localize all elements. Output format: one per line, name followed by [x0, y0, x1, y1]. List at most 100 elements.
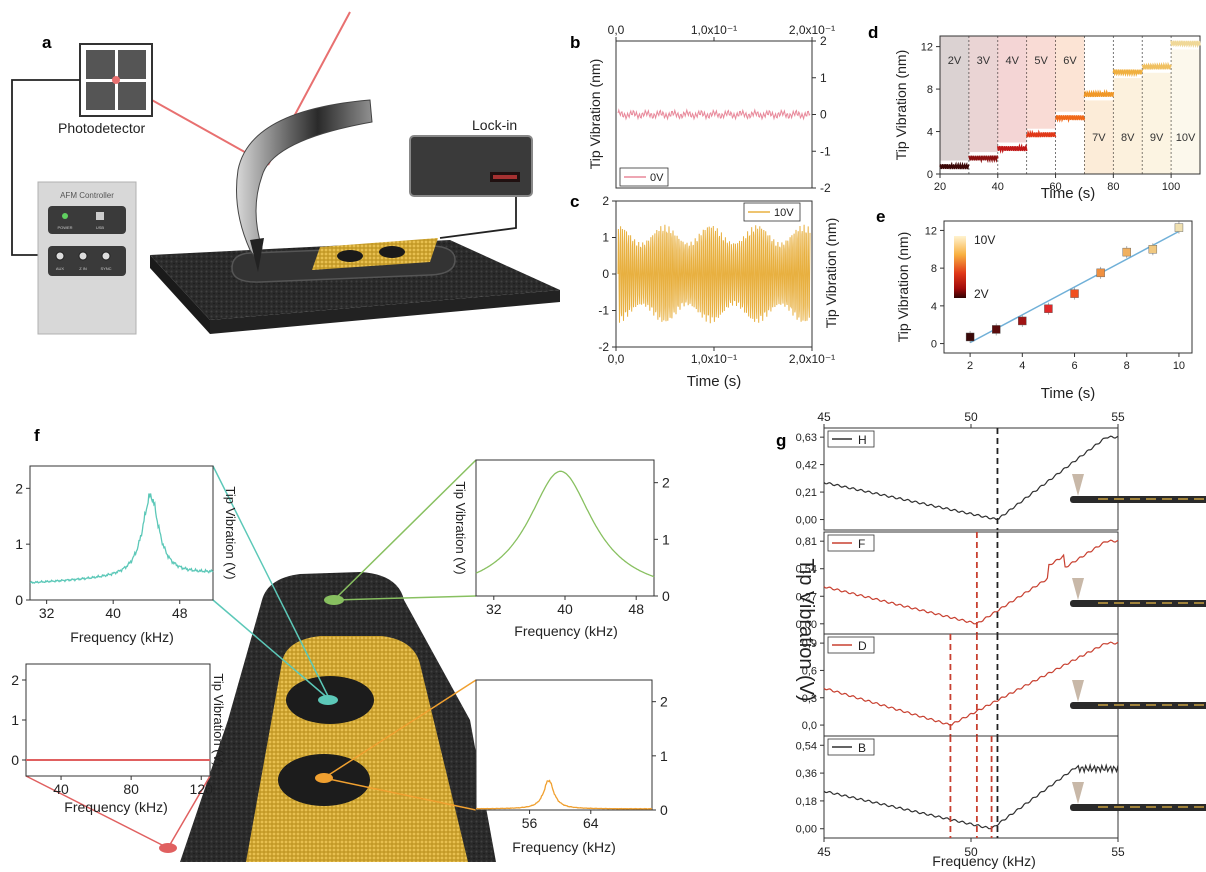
- connector-orange-a: [323, 679, 477, 779]
- panel-letter-b: b: [570, 33, 580, 52]
- x-tick-label: 56: [522, 815, 538, 831]
- x-tick-label: 120: [190, 781, 214, 797]
- data-point: [1096, 268, 1105, 278]
- voltage-step-line: [939, 161, 970, 170]
- f2-resonance-line: [475, 470, 655, 578]
- y-tick-label: 1: [15, 536, 23, 552]
- legend-10v-label: 10V: [774, 207, 794, 219]
- legend-label: B: [858, 741, 866, 755]
- x-tick-label: 40: [557, 601, 573, 617]
- panel-letter-f: f: [34, 426, 40, 445]
- panel-g: g 45 50 55 0,630,420,210,00H0,810,540,270,…: [776, 410, 1206, 869]
- panel-b: b 0,0 1,0x10⁻¹ 2,0x10⁻¹ 2 1 0 -1 -2 Tip Vibrat…: [570, 23, 835, 195]
- voltage-label: 9V: [1150, 132, 1164, 144]
- x-tick-label: 32: [39, 605, 55, 621]
- y-tick-label: 0: [927, 169, 933, 181]
- photodetector: [79, 43, 153, 117]
- x-tick-label: 64: [583, 815, 599, 831]
- x-tick-label: 2: [967, 360, 973, 372]
- voltage-label: 2V: [948, 55, 962, 67]
- voltage-band: [1084, 100, 1114, 174]
- y-tick-label: 0,00: [796, 515, 817, 527]
- connector-cyan-a: [212, 465, 331, 701]
- y-tick-label: -1: [598, 304, 609, 318]
- panel-e-xlabel: Time (s): [1041, 385, 1095, 402]
- voltage-band: [968, 36, 998, 153]
- panel-f1-xlabel: Frequency (kHz): [70, 629, 173, 645]
- x-tick-label: 40: [992, 181, 1004, 193]
- y-tick-label: -2: [820, 181, 831, 195]
- x-tick-label: 45: [817, 845, 831, 859]
- x-tick-label: 60: [1049, 181, 1061, 193]
- panel-f3-xlabel: Frequency (kHz): [64, 799, 167, 815]
- photodetector-label: Photodetector: [58, 120, 146, 136]
- x-tick-label: 80: [1107, 181, 1119, 193]
- f4-resonance-line: [476, 779, 653, 810]
- voltage-band: [1055, 36, 1085, 112]
- cantilever-tip-icon: [1072, 578, 1084, 600]
- x-tick-label: 2,0x10⁻¹: [789, 352, 835, 366]
- x-tick-label: 1,0x10⁻¹: [691, 23, 737, 37]
- lockin-label: Lock-in: [472, 117, 517, 133]
- legend-label: D: [858, 639, 867, 653]
- voltage-step-line: [968, 155, 999, 164]
- panel-c-ylabel: Tip Vibration (nm): [823, 218, 839, 328]
- panel-c: c 0,0 1,0x10⁻¹ 2,0x10⁻¹ 2 1 0 -1 -2 Tip Vibrat…: [570, 192, 839, 390]
- panel-d-ylabel: Tip Vibration (nm): [893, 50, 909, 160]
- data-point: [1070, 289, 1079, 298]
- colorbar-max-label: 10V: [974, 233, 995, 247]
- subplot-d: 0,9 0,6 0,3 0,0 D: [802, 633, 1206, 737]
- x-tick-label: 4: [1019, 360, 1025, 372]
- data-point: [1122, 247, 1131, 257]
- x-tick-label: 80: [123, 781, 139, 797]
- afm-controller: AFM Controller POWER USB AUX Z IN SYNC: [37, 181, 137, 335]
- usb-label: USB: [96, 225, 105, 230]
- y-tick-label: 12: [925, 225, 937, 237]
- y-tick-label: 1: [662, 531, 670, 547]
- legend-10v: 10V: [743, 202, 801, 222]
- usb-port-icon: [96, 212, 104, 220]
- panel-c-xlabel: Time (s): [687, 373, 741, 390]
- afm-tip: [250, 238, 264, 272]
- y-tick-label: 1: [660, 748, 668, 764]
- panel-f: f 32 40 48 0 1 2 Tip Vibration (V) Frequency …: [11, 426, 670, 862]
- cantilever-tip-icon: [1072, 474, 1084, 496]
- panel-letter-e: e: [876, 207, 885, 226]
- y-tick-label: 0,3: [802, 693, 817, 705]
- connector-green-a: [333, 459, 477, 601]
- data-point: [992, 325, 1001, 334]
- x-tick-label: 0,0: [608, 23, 625, 37]
- panel-f3-frame: [25, 663, 211, 777]
- panel-d-frame: [939, 35, 1201, 175]
- lockin-amplifier: [409, 135, 533, 197]
- data-point: [1174, 223, 1184, 232]
- panel-f1-ylabel: Tip Vibration (V): [223, 486, 238, 579]
- y-tick-label: 0: [662, 588, 670, 604]
- panel-letter-d: d: [868, 23, 878, 42]
- y-tick-label: -2: [598, 340, 609, 354]
- y-tick-label: 4: [931, 301, 937, 313]
- panel-letter-a: a: [42, 33, 52, 52]
- y-tick-label: 0,27: [796, 591, 817, 603]
- voltage-step-line: [1025, 129, 1057, 138]
- legend-label: H: [858, 433, 867, 447]
- panel-letter-g: g: [776, 431, 786, 450]
- voltage-step-line: [1083, 89, 1115, 98]
- power-led-icon: [62, 213, 68, 219]
- x-tick-label: 100: [1162, 181, 1180, 193]
- afm-sample-chip: [150, 238, 560, 334]
- voltage-label: 7V: [1092, 132, 1106, 144]
- y-tick-label: 1: [11, 712, 19, 728]
- subplot-frame: [823, 427, 1119, 531]
- y-tick-label: 0,21: [796, 487, 817, 499]
- y-tick-label: 0,63: [796, 432, 817, 444]
- voltage-label: 4V: [1005, 55, 1019, 67]
- data-point: [1044, 304, 1053, 313]
- connector-orange-b: [323, 777, 477, 811]
- x-tick-label: 1,0x10⁻¹: [691, 352, 737, 366]
- y-tick-label: 0: [602, 267, 609, 281]
- panel-g-ylabel: Tip Vibration (V): [795, 558, 817, 701]
- panel-f2-xlabel: Frequency (kHz): [514, 623, 617, 639]
- subplot-trace: [823, 435, 1119, 521]
